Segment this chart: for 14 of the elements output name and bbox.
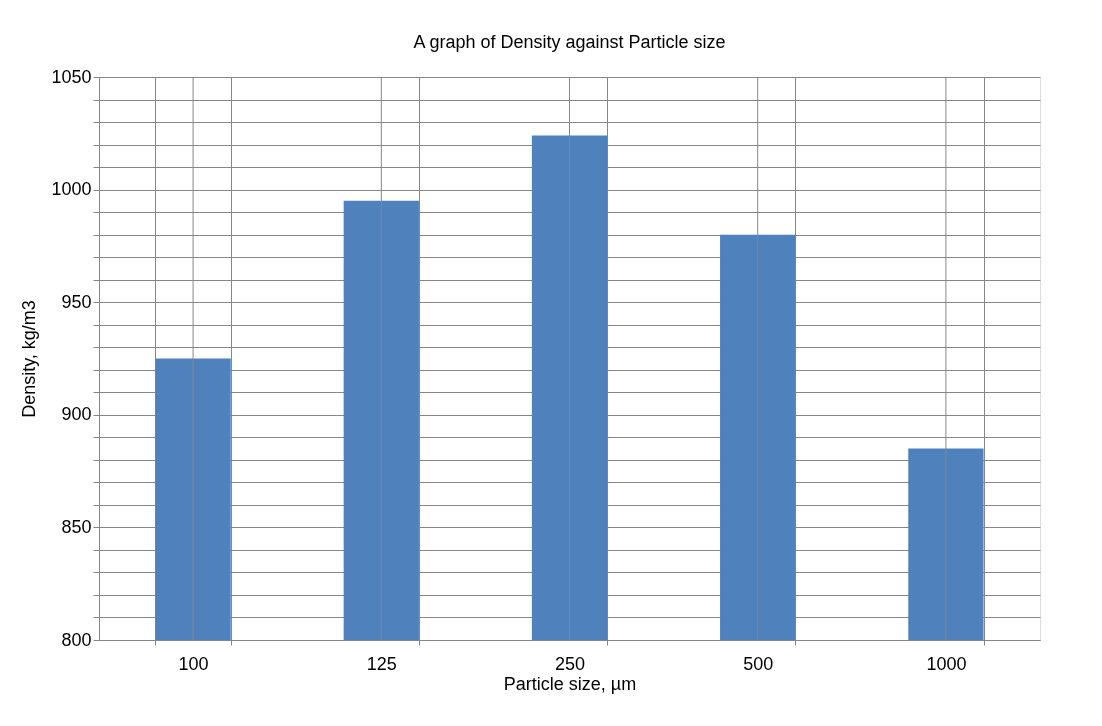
x-tick-label: 1000 — [926, 653, 967, 674]
chart-title: A graph of Density against Particle size — [413, 32, 726, 52]
y-tick-label: 900 — [61, 404, 92, 425]
x-tick-label: 500 — [743, 653, 774, 674]
x-tick-label: 125 — [366, 653, 397, 674]
x-tick-label: 250 — [554, 653, 586, 674]
y-axis-title: Density, kg/m3 — [19, 300, 40, 418]
y-tick-label: 800 — [61, 629, 92, 650]
x-axis-title: Particle size, µm — [503, 673, 637, 694]
x-tick-label: 100 — [178, 653, 209, 674]
y-tick-label: 950 — [61, 291, 92, 312]
y-tick-label: 1050 — [51, 66, 92, 87]
y-tick-label: 1000 — [51, 179, 92, 200]
y-tick-label: 850 — [61, 516, 92, 537]
